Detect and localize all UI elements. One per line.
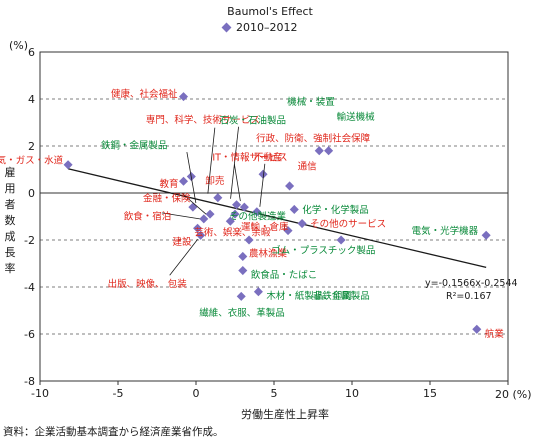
data-point <box>63 160 73 170</box>
data-point <box>472 324 482 334</box>
point-label: 健康、社会福祉 <box>111 88 178 100</box>
point-label: 化学・化学製品 <box>302 204 369 216</box>
y-axis-label-char: 数 <box>5 214 16 227</box>
data-point <box>336 235 346 245</box>
chart-title: Baumol's Effect <box>227 5 313 18</box>
legend-marker <box>221 22 232 33</box>
data-point <box>178 92 189 102</box>
y-axis-label-char: 者 <box>5 198 16 211</box>
point-label: ゴム・プラスチック製品 <box>271 245 375 257</box>
data-point <box>213 193 223 203</box>
point-label: 教育 <box>160 178 179 190</box>
leader-line <box>207 127 216 194</box>
x-tick-label: 10 <box>345 387 359 400</box>
data-point <box>285 181 295 191</box>
legend: 2010–2012 <box>221 21 298 34</box>
data-point <box>196 230 206 240</box>
y-tick-label: -4 <box>24 281 35 294</box>
point-label: 輸送機械 <box>337 111 376 123</box>
point-label: 電気・光学機器 <box>412 225 479 237</box>
y-tick-label: -2 <box>24 234 35 247</box>
data-point <box>289 204 299 214</box>
x-tick-label: 5 <box>271 387 278 400</box>
data-point <box>258 169 268 179</box>
point-label: 金融・保険 <box>143 193 191 205</box>
y-axis-label-char: 長 <box>5 246 16 259</box>
data-point <box>178 176 189 186</box>
y-tick-label: 6 <box>28 46 35 59</box>
data-point <box>230 209 240 219</box>
leader-line <box>283 224 286 231</box>
point-label: 木材・紙製品、印刷 <box>266 290 352 302</box>
y-tick-label: 4 <box>28 93 35 106</box>
data-point <box>193 223 203 233</box>
data-point <box>481 230 491 240</box>
y-unit: (%) <box>9 39 28 52</box>
data-point <box>205 209 215 219</box>
point-label: 卸売 <box>205 175 224 187</box>
leader-line <box>259 163 266 207</box>
x-tick-label: 15 <box>423 387 437 400</box>
data-point <box>232 200 242 210</box>
leader-line <box>169 239 198 276</box>
point-label: 不動産 <box>254 151 283 163</box>
point-label: 通信 <box>298 160 317 172</box>
point-label: 非鉄金属製品 <box>313 290 370 302</box>
y-axis-label-char: 雇 <box>5 165 16 179</box>
x-axis-label: 労働生産性上昇率 <box>241 407 329 421</box>
point-label: 航業 <box>485 328 505 340</box>
point-label: 石炭・石油製品 <box>220 114 287 126</box>
data-point <box>236 291 246 301</box>
data-point <box>238 266 248 276</box>
y-tick-label: -6 <box>24 328 35 341</box>
point-label: 鉄鋼・金属製品 <box>101 140 168 152</box>
point-label: 農林漁業 <box>249 248 288 260</box>
trend-equation: y=-0.1566x-0.2544 <box>425 278 518 289</box>
data-point <box>314 146 324 156</box>
x-tick-label: -5 <box>113 387 124 400</box>
data-point <box>244 235 254 245</box>
trend-r2: R²=0.167 <box>446 291 492 302</box>
x-unit: 20 (%) <box>495 388 532 401</box>
point-label: 行政、防衛、強制社会保障 <box>256 133 371 145</box>
point-label: 電気・ガス・水道 <box>0 154 64 166</box>
leader-line <box>230 126 239 199</box>
data-point <box>324 146 334 156</box>
y-tick-label: 0 <box>28 187 35 200</box>
point-label: 運輸・倉庫 <box>241 221 289 233</box>
y-tick-label: 2 <box>28 140 35 153</box>
y-axis-label-char: 成 <box>5 230 16 243</box>
leader-line <box>182 193 207 215</box>
point-label: 専門、科学、技術サービス <box>146 114 260 126</box>
leader-line <box>186 152 197 204</box>
data-point <box>199 214 209 224</box>
plot-frame <box>39 51 509 382</box>
point-label: IT・情報サービス <box>212 152 287 164</box>
leader-line <box>233 164 241 202</box>
trendline <box>67 168 487 269</box>
point-label: 芸術、娯楽、余暇 <box>194 227 271 239</box>
y-axis-label-char: 率 <box>5 261 16 275</box>
point-label: 飲食品・たばこ <box>251 269 318 281</box>
point-label: 飲食・宿泊 <box>124 210 172 222</box>
y-axis-label-char: 用 <box>5 182 16 195</box>
data-point <box>297 219 307 229</box>
point-label: 機械・装置 <box>287 96 335 108</box>
data-point <box>238 251 248 261</box>
point-label: その他のサービス <box>310 218 386 230</box>
point-label: その他製造業 <box>229 211 287 223</box>
legend-label: 2010–2012 <box>236 21 298 34</box>
data-point <box>253 287 263 297</box>
x-tick-label: 0 <box>193 387 200 400</box>
source-note: 資料：企業活動基本調査から経済産業省作成。 <box>3 425 224 438</box>
leader-line <box>161 212 200 220</box>
y-tick-label: -8 <box>24 375 35 388</box>
point-label: 出版、映像、 包装 <box>108 278 188 290</box>
point-label: 繊維、衣服、革製品 <box>199 307 285 319</box>
point-label: 建設 <box>173 236 193 248</box>
x-tick-label: -10 <box>31 387 49 400</box>
